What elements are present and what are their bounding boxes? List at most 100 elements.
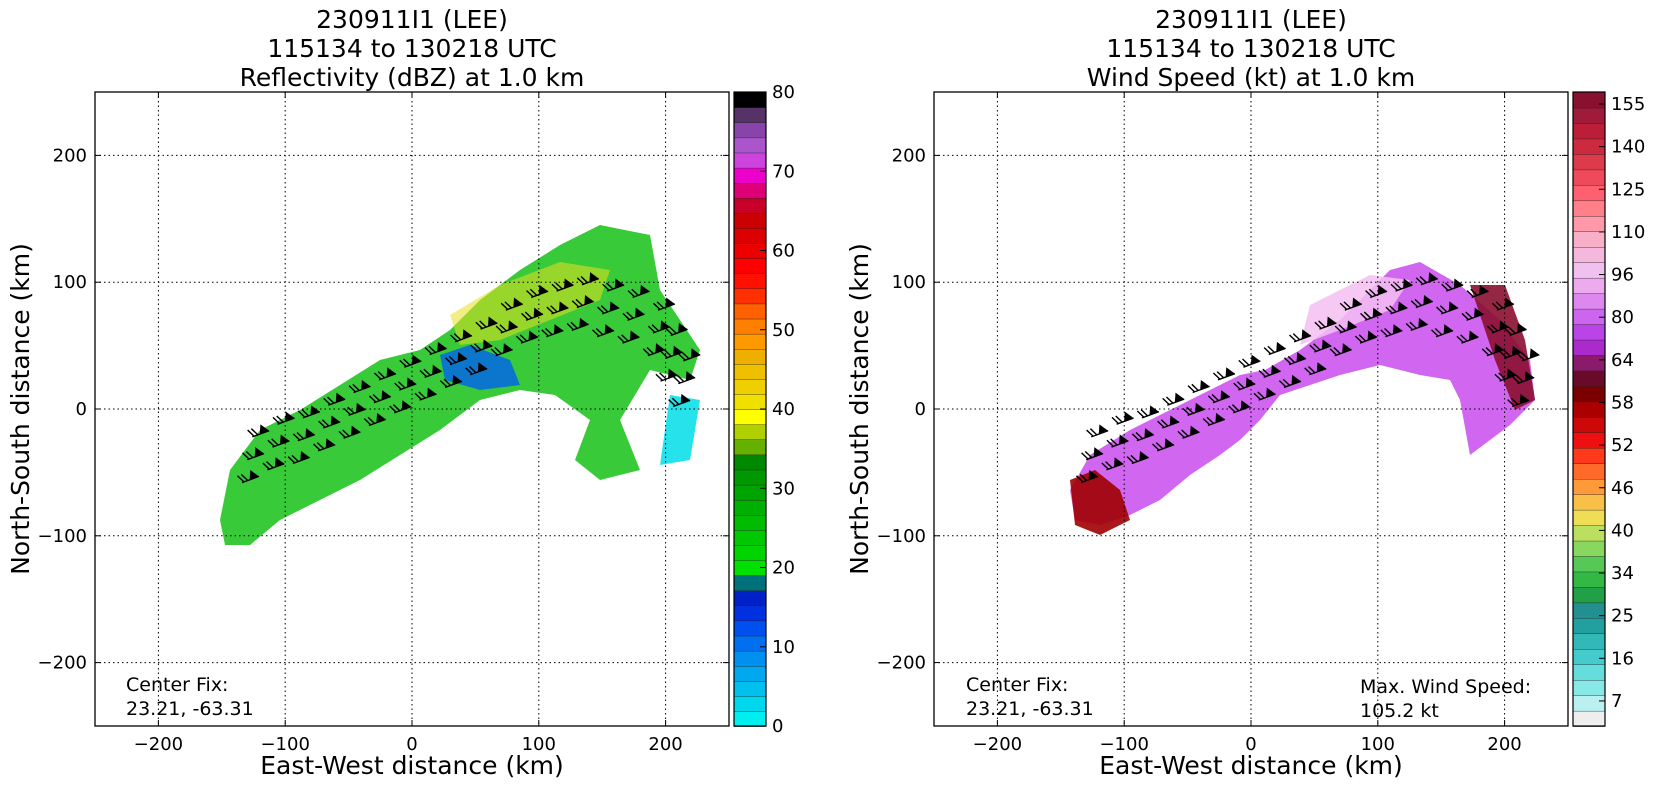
y-tick-label: 0 (76, 399, 87, 420)
colorbar-tick-label: 140 (1611, 137, 1645, 158)
wind-barb (1278, 374, 1302, 389)
colorbar-swatch (1572, 586, 1606, 604)
wind-barb (1162, 392, 1185, 406)
colorbar-swatch (733, 514, 767, 531)
wind-barb (622, 307, 645, 321)
wind-barb (373, 367, 397, 381)
colorbar-swatch (733, 620, 767, 637)
colorbar-swatch (733, 333, 767, 350)
wind-barb (1126, 450, 1149, 465)
reflectivity-center-fix-value: 23.21, -63.31 (126, 698, 254, 720)
colorbar-tick-label: 96 (1611, 265, 1634, 286)
reflectivity-plot-area (220, 225, 701, 545)
colorbar-tick-label: 10 (772, 637, 795, 658)
colorbar-swatch (733, 318, 767, 335)
colorbar-swatch (1572, 617, 1606, 635)
colorbar-swatch (1572, 261, 1606, 279)
colorbar-tick-label: 52 (1611, 435, 1634, 456)
colorbar-swatch (1572, 416, 1606, 433)
colorbar-swatch (1572, 200, 1606, 217)
wind-center-fix-value: 23.21, -63.31 (966, 698, 1094, 720)
colorbar-swatch (733, 589, 767, 607)
colorbar-tick-label: 155 (1611, 94, 1645, 115)
colorbar-swatch (733, 408, 767, 425)
wind-barb (1517, 348, 1540, 362)
wind-barb (1456, 330, 1479, 344)
colorbar-swatch (1572, 308, 1606, 325)
wind-barb (1390, 278, 1413, 292)
wind-barb (1314, 316, 1337, 330)
x-tick-label: 100 (522, 734, 556, 755)
wind-barb (655, 368, 678, 382)
colorbar-swatch (733, 438, 767, 456)
colorbar-swatch (733, 152, 767, 169)
y-tick-label: 200 (892, 145, 926, 166)
colorbar-tick-label: 20 (772, 558, 795, 579)
reflectivity-title-line-3: Reflectivity (dBZ) at 1.0 km (240, 63, 585, 92)
colorbar-tick-label: 25 (1611, 606, 1634, 627)
colorbar-swatch (1572, 277, 1606, 294)
wind-barb (444, 352, 468, 366)
wind-barb (500, 297, 523, 311)
wind-plot-area (1070, 262, 1540, 535)
wind-barb (297, 405, 321, 419)
x-tick-label: −200 (134, 734, 183, 755)
wind-barb (1212, 367, 1236, 381)
colorbar-swatch (1572, 571, 1606, 588)
colorbar-swatch (1572, 663, 1606, 681)
reflectivity-echo-region (220, 225, 700, 545)
wind-barb (1499, 345, 1522, 359)
wind-title-line-2: 115134 to 130218 UTC (1106, 34, 1395, 63)
colorbar-swatch (733, 197, 767, 214)
wind-barb (541, 324, 564, 338)
colorbar-tick-label: 34 (1611, 563, 1634, 584)
wind-speed-region (1070, 262, 1535, 525)
colorbar-tick-label: 0 (772, 716, 783, 737)
wind-barb (414, 387, 437, 401)
colorbar-tick-label: 46 (1611, 478, 1634, 499)
wind-barb (338, 425, 361, 439)
colorbar-swatch (733, 393, 767, 410)
wind-barb (602, 278, 625, 292)
wind-barb (343, 402, 366, 416)
reflectivity-wind-barbs (236, 272, 701, 484)
wind-speed-dark-west (1070, 470, 1130, 535)
wind-barb (236, 469, 260, 484)
colorbar-swatch (733, 363, 767, 380)
wind-barb (424, 341, 447, 356)
colorbar-tick-label: 40 (1611, 520, 1634, 541)
wind-barb (551, 278, 574, 292)
x-tick-label: 200 (1487, 734, 1521, 755)
wind-y-axis-label: North-South distance (km) (845, 243, 874, 575)
wind-barb (627, 284, 650, 299)
wind-barb (1461, 307, 1484, 321)
colorbar-swatch (1572, 462, 1606, 480)
wind-barb (1177, 425, 1200, 439)
colorbar-swatch (733, 695, 767, 712)
wind-barb (1187, 379, 1210, 394)
colorbar-swatch (733, 484, 767, 501)
wind-barb (1131, 428, 1155, 442)
wind-ticks: −200 −100 0 100 200 200 100 0 −100 −200 (877, 92, 1568, 755)
wind-barb (673, 371, 696, 385)
colorbar-swatch (1572, 447, 1606, 464)
colorbar-swatch (733, 710, 767, 727)
wind-barb (526, 284, 549, 299)
y-tick-label: −100 (877, 526, 926, 547)
colorbar-swatch (733, 348, 767, 365)
colorbar-swatch (733, 650, 767, 667)
colorbar-swatch (1572, 633, 1606, 650)
colorbar-swatch (733, 288, 767, 305)
wind-barb (292, 428, 316, 442)
wind-barb (323, 392, 346, 406)
colorbar-swatch (1572, 107, 1606, 124)
wind-barb (1410, 294, 1433, 309)
colorbar-tick-label: 7 (1611, 691, 1622, 712)
y-tick-label: −200 (877, 653, 926, 674)
y-tick-label: −100 (38, 526, 87, 547)
reflectivity-band-cyan (660, 395, 700, 465)
colorbar-swatch (733, 529, 767, 546)
reflectivity-panel: 230911I1 (LEE) 115134 to 130218 UTC Refl… (6, 5, 795, 780)
wind-barb (1283, 352, 1307, 366)
y-tick-label: 200 (53, 145, 87, 166)
